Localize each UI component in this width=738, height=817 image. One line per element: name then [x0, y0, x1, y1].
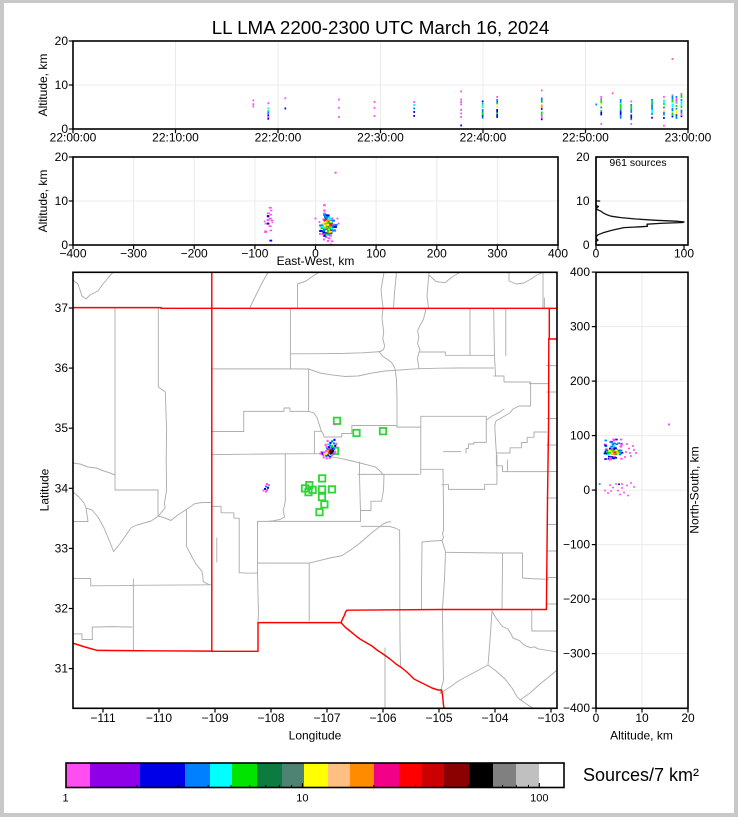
- svg-text:22:00:00: 22:00:00: [50, 131, 97, 145]
- svg-text:−109: −109: [201, 711, 228, 725]
- svg-text:300: 300: [487, 247, 507, 261]
- svg-text:10: 10: [635, 711, 649, 725]
- svg-text:0: 0: [312, 247, 319, 261]
- svg-text:−400: −400: [59, 247, 86, 261]
- svg-text:10: 10: [55, 194, 69, 208]
- svg-text:0: 0: [593, 711, 600, 725]
- svg-text:32: 32: [55, 602, 69, 616]
- svg-text:36: 36: [55, 361, 69, 375]
- svg-text:100: 100: [674, 247, 694, 261]
- svg-text:−107: −107: [313, 711, 340, 725]
- svg-text:−200: −200: [181, 247, 208, 261]
- svg-text:−111: −111: [90, 711, 116, 725]
- svg-text:0: 0: [583, 483, 590, 497]
- svg-text:37: 37: [55, 301, 69, 315]
- svg-text:−400: −400: [563, 701, 590, 715]
- svg-text:300: 300: [570, 320, 590, 334]
- svg-text:0: 0: [583, 238, 590, 252]
- svg-text:−108: −108: [257, 711, 284, 725]
- svg-text:10: 10: [296, 793, 308, 805]
- svg-text:22:50:00: 22:50:00: [562, 131, 609, 145]
- svg-text:10: 10: [576, 194, 590, 208]
- svg-text:400: 400: [548, 247, 568, 261]
- svg-text:0: 0: [593, 247, 600, 261]
- svg-text:East-West, km: East-West, km: [277, 254, 355, 268]
- svg-text:−300: −300: [120, 247, 147, 261]
- svg-text:Sources/7 km²: Sources/7 km²: [583, 765, 699, 785]
- svg-text:33: 33: [55, 541, 69, 555]
- svg-text:−200: −200: [563, 592, 590, 606]
- svg-text:Altitude, km: Altitude, km: [610, 729, 673, 743]
- svg-text:−104: −104: [481, 711, 508, 725]
- svg-text:400: 400: [570, 265, 590, 279]
- svg-text:22:10:00: 22:10:00: [152, 131, 199, 145]
- svg-text:−105: −105: [425, 711, 452, 725]
- svg-text:1: 1: [62, 793, 68, 805]
- svg-text:200: 200: [570, 374, 590, 388]
- svg-text:100: 100: [570, 429, 590, 443]
- svg-text:20: 20: [55, 34, 69, 48]
- svg-text:200: 200: [427, 247, 447, 261]
- svg-text:−100: −100: [241, 247, 268, 261]
- svg-text:20: 20: [55, 150, 69, 164]
- svg-text:−300: −300: [563, 647, 590, 661]
- svg-text:−103: −103: [537, 711, 564, 725]
- svg-text:20: 20: [681, 711, 695, 725]
- svg-text:0: 0: [61, 122, 68, 136]
- svg-text:22:30:00: 22:30:00: [357, 131, 404, 145]
- svg-text:North-South, km: North-South, km: [688, 446, 702, 533]
- svg-text:LL LMA 2200-2300 UTC March 16,: LL LMA 2200-2300 UTC March 16, 2024: [212, 17, 550, 38]
- svg-text:100: 100: [530, 793, 548, 805]
- svg-text:34: 34: [55, 481, 69, 495]
- svg-text:−110: −110: [146, 711, 172, 725]
- svg-text:Altitude, km: Altitude, km: [36, 54, 50, 117]
- svg-text:Longitude: Longitude: [289, 729, 342, 743]
- svg-text:31: 31: [55, 662, 69, 676]
- svg-text:20: 20: [576, 150, 590, 164]
- svg-text:22:40:00: 22:40:00: [460, 131, 507, 145]
- svg-text:0: 0: [61, 238, 68, 252]
- svg-text:−100: −100: [563, 538, 590, 552]
- svg-text:23:00:00: 23:00:00: [665, 131, 712, 145]
- svg-text:100: 100: [366, 247, 386, 261]
- svg-text:35: 35: [55, 421, 69, 435]
- svg-text:Latitude: Latitude: [38, 468, 52, 511]
- svg-text:10: 10: [55, 78, 69, 92]
- svg-text:961 sources: 961 sources: [609, 157, 666, 169]
- svg-text:−106: −106: [369, 711, 396, 725]
- svg-text:22:20:00: 22:20:00: [255, 131, 302, 145]
- svg-text:Altitude, km: Altitude, km: [36, 170, 50, 233]
